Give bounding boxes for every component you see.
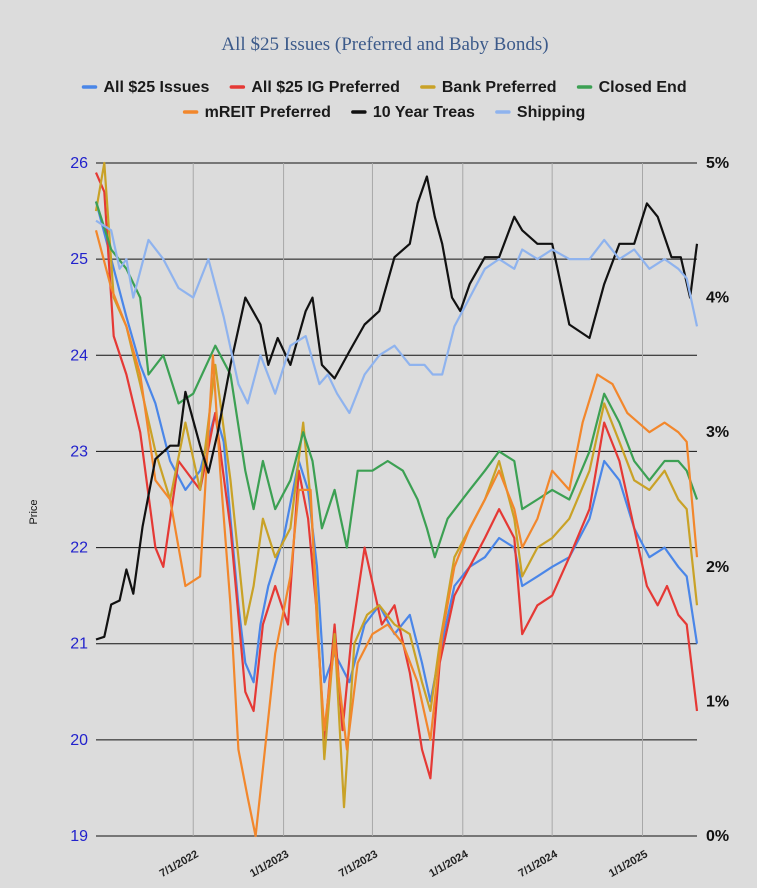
legend-label-all-25-issues: All $25 Issues xyxy=(104,79,210,96)
x-tick-label: 1/1/2024 xyxy=(427,848,471,880)
legend-label-bank-preferred: Bank Preferred xyxy=(442,79,557,96)
legend-label-10-year-treas: 10 Year Treas xyxy=(373,104,475,121)
x-tick-label: 1/1/2023 xyxy=(248,848,291,880)
series-line-all-25-ig-preferred xyxy=(94,172,699,780)
series-line-closed-end xyxy=(94,201,699,559)
chart-title: All $25 Issues (Preferred and Baby Bonds… xyxy=(221,34,548,55)
y-tick-label: 20 xyxy=(70,732,88,749)
x-axis: 7/1/2022 1/1/2023 7/1/2023 1/1/2024 7/1/2024… xyxy=(158,848,650,880)
legend-label-closed-end: Closed End xyxy=(599,79,687,96)
series-line-shipping xyxy=(95,219,699,415)
y2-tick-label: 0% xyxy=(706,828,729,845)
y2-tick-label: 5% xyxy=(706,155,729,172)
y-axis-label: Price xyxy=(28,499,40,524)
y2-tick-label: 2% xyxy=(706,559,729,576)
x-tick-label: 1/1/2025 xyxy=(607,848,650,880)
x-tick-label: 7/1/2023 xyxy=(337,848,380,880)
y-tick-label: 23 xyxy=(70,443,88,460)
legend-label-all-25-ig-preferred: All $25 IG Preferred xyxy=(251,79,400,96)
y-tick-label: 25 xyxy=(70,251,88,268)
y2-tick-label: 1% xyxy=(706,693,729,710)
legend-row: mREIT Preferred 10 Year Treas Shipping xyxy=(182,104,585,121)
y-axis-right: 0% 1% 2% 3% 4% 5% xyxy=(706,155,729,845)
series-line-bank-preferred xyxy=(94,161,699,809)
y-axis-left: 19 20 21 22 23 24 25 26 xyxy=(70,155,88,845)
legend: All $25 Issues All $25 IG Preferred Bank P… xyxy=(81,79,687,121)
y-tick-label: 21 xyxy=(70,636,88,653)
legend-label-shipping: Shipping xyxy=(517,104,585,121)
grid xyxy=(96,162,697,837)
y-tick-label: 22 xyxy=(70,540,88,557)
x-tick-label: 7/1/2022 xyxy=(158,848,201,880)
series-line-10-year-treas xyxy=(95,175,699,641)
x-tick-label: 7/1/2024 xyxy=(517,848,561,880)
y-tick-label: 26 xyxy=(70,155,88,172)
y-tick-label: 19 xyxy=(70,828,88,845)
y2-tick-label: 4% xyxy=(706,290,729,307)
legend-row: All $25 Issues All $25 IG Preferred Bank P… xyxy=(81,79,687,96)
series-layer xyxy=(94,161,699,838)
y-tick-label: 24 xyxy=(70,347,88,364)
y2-tick-label: 3% xyxy=(706,424,729,441)
series-line-mreit-preferred xyxy=(94,230,699,838)
legend-label-mreit-preferred: mREIT Preferred xyxy=(205,104,331,121)
